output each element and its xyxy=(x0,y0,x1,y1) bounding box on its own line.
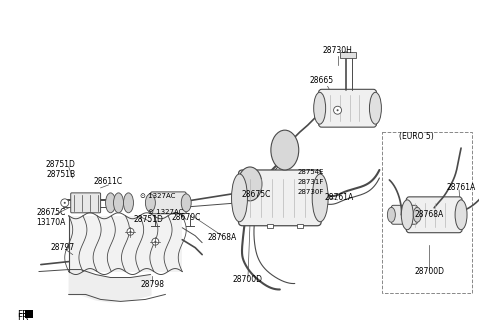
Ellipse shape xyxy=(181,194,191,212)
Ellipse shape xyxy=(413,207,421,222)
FancyBboxPatch shape xyxy=(406,197,462,233)
Text: 28665: 28665 xyxy=(310,76,334,85)
Circle shape xyxy=(130,231,132,233)
Text: FR: FR xyxy=(17,313,28,322)
Ellipse shape xyxy=(106,193,116,213)
Ellipse shape xyxy=(123,193,133,213)
Circle shape xyxy=(155,241,156,243)
Text: ⊙ 1327AC: ⊙ 1327AC xyxy=(141,193,176,199)
Text: 28730F: 28730F xyxy=(298,189,324,195)
Text: 28730H: 28730H xyxy=(323,46,352,55)
Bar xyxy=(25,310,33,318)
Ellipse shape xyxy=(312,174,328,222)
Bar xyxy=(267,224,273,228)
FancyBboxPatch shape xyxy=(319,89,376,127)
FancyBboxPatch shape xyxy=(239,170,321,226)
Text: 28768A: 28768A xyxy=(415,210,444,219)
Text: 28679C: 28679C xyxy=(171,213,201,222)
Ellipse shape xyxy=(231,174,248,222)
Circle shape xyxy=(64,202,66,204)
Circle shape xyxy=(61,199,69,207)
Ellipse shape xyxy=(238,167,262,201)
Bar xyxy=(383,132,472,294)
Text: FR: FR xyxy=(17,310,28,319)
Ellipse shape xyxy=(314,92,325,124)
Text: 28611C: 28611C xyxy=(94,177,123,186)
Circle shape xyxy=(334,106,342,114)
Text: (EURO 5): (EURO 5) xyxy=(399,132,434,141)
Text: 28761A: 28761A xyxy=(446,183,476,193)
Text: 13170A: 13170A xyxy=(36,218,65,227)
Text: 28768A: 28768A xyxy=(207,233,237,242)
FancyBboxPatch shape xyxy=(71,193,101,213)
Text: ⊙ 1327AC: ⊙ 1327AC xyxy=(148,209,184,215)
Text: 28700D: 28700D xyxy=(414,267,444,276)
FancyBboxPatch shape xyxy=(391,205,417,224)
Bar xyxy=(339,52,356,58)
Bar xyxy=(297,224,303,228)
Text: 28751D: 28751D xyxy=(133,215,163,224)
Ellipse shape xyxy=(271,130,299,170)
Text: 28700D: 28700D xyxy=(233,275,263,284)
Ellipse shape xyxy=(114,193,123,213)
Text: 28797: 28797 xyxy=(51,243,75,252)
Text: 28731F: 28731F xyxy=(298,179,324,185)
Text: 28751D: 28751D xyxy=(46,160,76,170)
FancyBboxPatch shape xyxy=(150,192,186,214)
Text: 28675C: 28675C xyxy=(36,208,65,217)
Ellipse shape xyxy=(455,200,467,230)
Text: 28751B: 28751B xyxy=(46,171,75,179)
Text: 28798: 28798 xyxy=(140,280,164,289)
Circle shape xyxy=(152,238,159,245)
Text: 28675C: 28675C xyxy=(242,190,271,199)
Ellipse shape xyxy=(370,92,382,124)
Circle shape xyxy=(336,109,338,111)
Text: 28754E: 28754E xyxy=(298,169,324,175)
Text: 28761A: 28761A xyxy=(325,194,354,202)
Bar xyxy=(69,216,182,272)
Ellipse shape xyxy=(145,194,156,212)
Ellipse shape xyxy=(387,207,396,222)
Ellipse shape xyxy=(401,200,413,230)
Circle shape xyxy=(127,228,134,235)
